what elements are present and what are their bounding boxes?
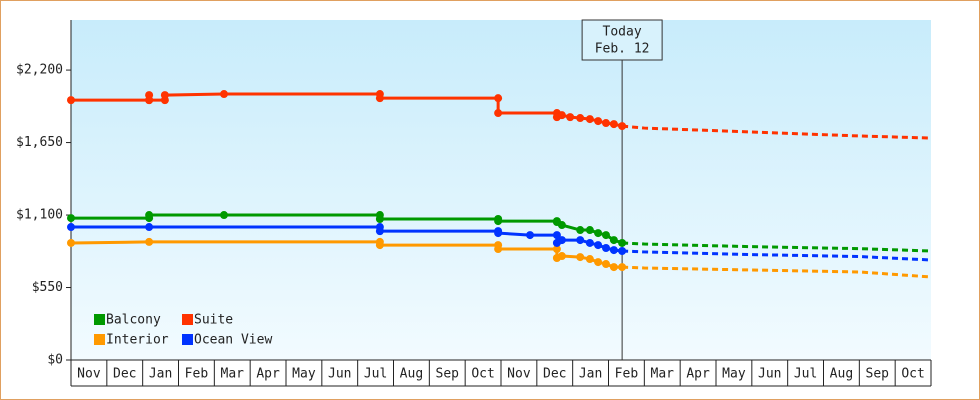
point	[585, 226, 594, 235]
legend-label: Ocean View	[194, 333, 272, 348]
forecast-line	[622, 249, 932, 262]
point	[67, 214, 75, 223]
point	[618, 247, 627, 256]
point	[609, 120, 618, 129]
point	[552, 231, 561, 240]
x-tick-label: Jul	[794, 367, 817, 382]
point	[594, 117, 603, 126]
today-label: Feb. 12	[595, 42, 650, 57]
x-tick-label: Nov	[507, 367, 531, 382]
point	[594, 241, 603, 250]
point	[609, 246, 618, 255]
legend-swatch	[182, 334, 193, 345]
point	[494, 217, 503, 226]
point	[609, 263, 618, 272]
legend-swatch	[182, 314, 193, 325]
y-tick-label: $0	[47, 353, 63, 368]
legend-label: Suite	[194, 313, 233, 328]
forecast-line	[622, 241, 932, 253]
point	[618, 238, 627, 247]
point	[375, 214, 384, 223]
x-tick-label: Mar	[651, 367, 675, 382]
x-tick-label: Dec	[113, 367, 136, 382]
point	[576, 226, 585, 235]
legend-swatch	[94, 314, 105, 325]
legend-swatch	[94, 334, 105, 345]
y-tick-label: $550	[32, 280, 63, 295]
point	[601, 260, 610, 269]
point	[552, 245, 561, 254]
y-tick-label: $2,200	[16, 63, 63, 78]
point	[375, 227, 384, 236]
y-tick-label: $1,650	[16, 135, 63, 150]
x-tick-label: Feb	[185, 367, 209, 382]
point	[566, 113, 575, 122]
point	[594, 229, 603, 238]
point	[494, 109, 503, 118]
x-tick-label: May	[722, 367, 746, 382]
point	[494, 94, 503, 103]
x-tick-label: Jan	[149, 367, 172, 382]
point	[618, 263, 627, 272]
point	[557, 221, 566, 230]
point	[585, 115, 594, 124]
x-tick-label: Oct	[901, 367, 924, 382]
x-tick-label: Sep	[866, 367, 890, 382]
x-tick-label: Oct	[471, 367, 494, 382]
point	[618, 122, 627, 131]
today-label: Today	[603, 25, 642, 40]
point	[601, 231, 610, 240]
forecast-line	[621, 124, 932, 140]
point	[526, 231, 535, 240]
x-tick-label: Nov	[77, 367, 101, 382]
x-tick-label: Aug	[400, 367, 423, 382]
point	[609, 236, 618, 245]
plot-area	[71, 20, 931, 360]
point	[585, 238, 594, 247]
x-tick-label: Jan	[579, 367, 602, 382]
x-tick-label: Apr	[686, 367, 710, 382]
forecast-line	[622, 265, 932, 279]
point	[601, 243, 610, 252]
point	[576, 114, 585, 123]
x-tick-label: Dec	[543, 367, 566, 382]
x-tick-label: Aug	[830, 367, 853, 382]
x-tick-label: Jun	[328, 367, 351, 382]
point	[67, 238, 75, 247]
legend-label: Interior	[106, 333, 169, 348]
point	[220, 211, 229, 220]
point	[220, 90, 229, 99]
x-tick-label: Feb	[615, 367, 639, 382]
point	[145, 237, 154, 246]
point	[375, 241, 384, 250]
point	[145, 223, 154, 232]
x-tick-label: May	[292, 367, 316, 382]
point	[576, 253, 585, 262]
x-tick-label: Mar	[221, 367, 245, 382]
point	[494, 229, 503, 238]
point	[160, 91, 169, 100]
point	[494, 245, 503, 254]
y-tick-label: $1,100	[16, 208, 63, 223]
point	[145, 96, 154, 105]
x-tick-label: Apr	[256, 367, 280, 382]
today-box	[581, 19, 663, 61]
point	[594, 258, 603, 267]
point	[557, 252, 566, 261]
point	[576, 236, 585, 245]
x-tick-label: Jul	[364, 367, 387, 382]
point	[375, 94, 384, 103]
point	[67, 223, 75, 232]
point	[585, 255, 594, 264]
x-tick-label: Sep	[436, 367, 460, 382]
point	[557, 111, 566, 120]
x-tick-label: Jun	[758, 367, 781, 382]
legend-label: Balcony	[106, 313, 161, 328]
point	[145, 211, 154, 220]
point	[557, 236, 566, 245]
point	[67, 96, 75, 105]
point	[601, 119, 610, 128]
